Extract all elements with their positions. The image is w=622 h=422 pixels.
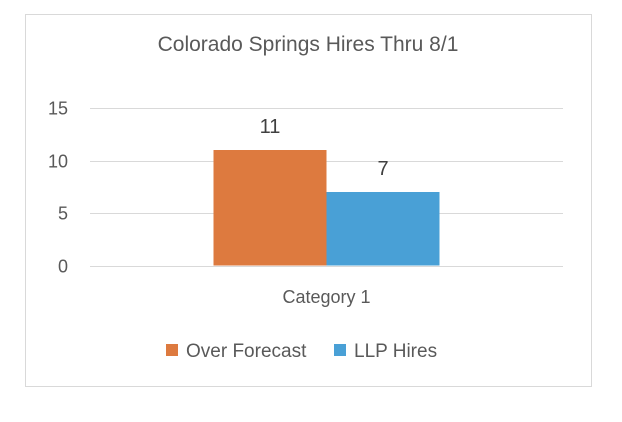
data-label: 7 xyxy=(377,158,388,180)
legend-label: LLP Hires xyxy=(354,341,437,362)
legend: Over Forecast LLP Hires xyxy=(166,341,437,362)
x-category-label: Category 1 xyxy=(282,287,370,307)
bars xyxy=(213,150,440,266)
y-tick-label: 15 xyxy=(48,99,68,119)
chart-title: Colorado Springs Hires Thru 8/1 xyxy=(158,33,459,56)
bar xyxy=(213,150,327,266)
bar xyxy=(326,192,440,266)
data-labels: 11 7 xyxy=(260,116,389,180)
y-tick-label: 10 xyxy=(48,152,68,172)
y-axis-ticks: 0 5 10 15 xyxy=(48,99,68,277)
legend-swatch xyxy=(166,344,178,356)
y-tick-label: 0 xyxy=(58,257,68,277)
legend-label: Over Forecast xyxy=(186,341,307,362)
data-label: 11 xyxy=(260,116,281,138)
legend-swatch xyxy=(334,344,346,356)
x-axis-categories: Category 1 xyxy=(282,287,370,307)
y-tick-label: 5 xyxy=(58,204,68,224)
